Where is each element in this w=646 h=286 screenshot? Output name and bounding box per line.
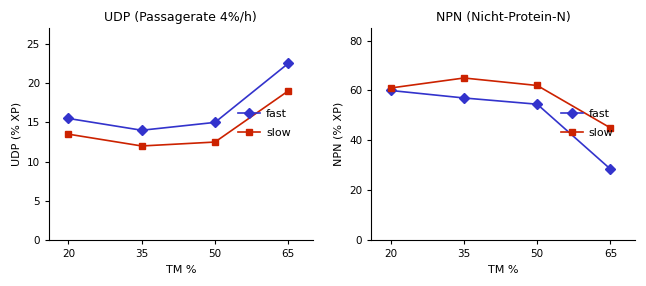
Line: fast: fast <box>65 60 292 134</box>
Line: slow: slow <box>387 75 614 131</box>
Y-axis label: UDP (% XP): UDP (% XP) <box>11 102 21 166</box>
Line: fast: fast <box>387 87 614 173</box>
slow <box>138 144 145 148</box>
slow <box>284 89 292 93</box>
Y-axis label: NPN (% XP): NPN (% XP) <box>333 102 344 166</box>
X-axis label: TM %: TM % <box>165 265 196 275</box>
X-axis label: TM %: TM % <box>488 265 518 275</box>
slow <box>211 140 219 144</box>
Legend: fast, slow: fast, slow <box>556 105 618 142</box>
fast <box>534 102 541 106</box>
slow <box>607 126 614 130</box>
slow <box>387 86 395 90</box>
fast <box>138 128 145 132</box>
slow <box>534 84 541 87</box>
slow <box>460 76 468 80</box>
fast <box>387 89 395 92</box>
Line: slow: slow <box>65 88 292 150</box>
fast <box>65 117 72 120</box>
fast <box>284 62 292 65</box>
fast <box>607 167 614 171</box>
slow <box>65 132 72 136</box>
Title: UDP (Passagerate 4%/h): UDP (Passagerate 4%/h) <box>105 11 257 24</box>
Title: NPN (Nicht-Protein-N): NPN (Nicht-Protein-N) <box>435 11 570 24</box>
fast <box>211 121 219 124</box>
Legend: fast, slow: fast, slow <box>234 105 295 142</box>
fast <box>460 96 468 100</box>
